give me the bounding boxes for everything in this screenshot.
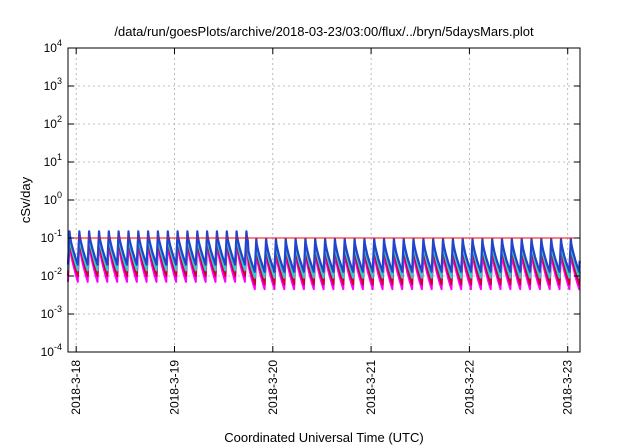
x-axis: 2018-3-18 2018-3-19 2018-3-20 2018-3-21 2018… [69,48,575,415]
y-tick-label: 10-2 [41,266,62,283]
y-axis-label: cSv/day [18,176,33,223]
y-tick-label: 10-4 [41,342,62,359]
y-tick-label: 101 [44,152,62,169]
x-tick-label: 2018-3-19 [167,360,181,415]
series-group [66,230,581,291]
grid [68,48,580,352]
x-tick-label: 2018-3-23 [561,360,575,415]
x-tick-label: 2018-3-20 [266,360,280,415]
y-tick-label: 102 [44,114,62,131]
x-tick-label: 2018-3-18 [69,360,83,415]
x-axis-label: Coordinated Universal Time (UTC) [224,430,423,445]
x-tick-label: 2018-3-21 [364,360,378,415]
y-tick-label: 100 [44,190,62,207]
series-line [66,230,581,273]
chart-title: /data/run/goesPlots/archive/2018-03-23/0… [114,24,534,39]
y-tick-label: 103 [44,76,62,93]
y-tick-label: 10-1 [41,228,62,245]
y-tick-label: 10-3 [41,304,62,321]
x-tick-label: 2018-3-22 [462,360,476,415]
y-tick-label: 104 [44,38,62,55]
y-axis: 10-4 10-3 10-2 10-1 100 101 102 103 104 [41,38,580,359]
